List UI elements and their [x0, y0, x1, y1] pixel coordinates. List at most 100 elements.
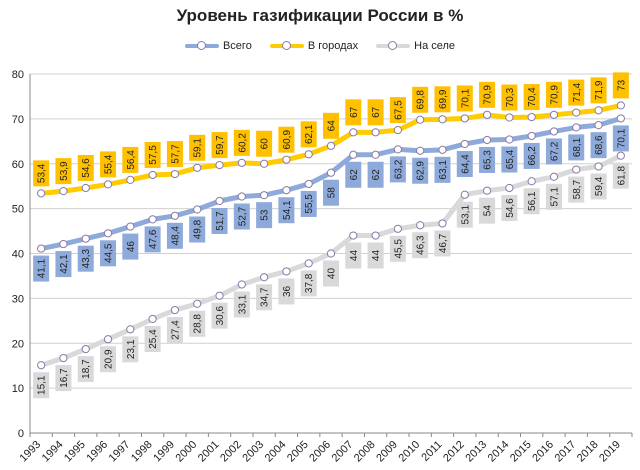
data-point-total: [549, 127, 559, 136]
data-label-box: [434, 230, 451, 257]
data-label-box: [612, 162, 629, 189]
data-label-total: 64,4: [456, 151, 473, 178]
data-label-villages: 54,6: [501, 194, 518, 221]
chart-title: Уровень газификации России в %: [176, 6, 464, 25]
data-point-villages: [126, 325, 135, 334]
data-label-box: [211, 132, 228, 159]
data-point-total: [505, 135, 514, 144]
data-label-box: [189, 216, 206, 243]
data-label-box: [233, 291, 250, 318]
data-label-box: [523, 142, 540, 169]
data-label-box: [77, 356, 94, 383]
legend-label-villages: На селе: [414, 40, 456, 52]
data-point-total: [572, 123, 581, 132]
data-label-total: 48,4: [166, 222, 183, 249]
data-label-box: [501, 146, 518, 173]
data-point-villages: [616, 151, 625, 160]
data-label-total: 49,8: [189, 216, 206, 243]
data-point-cities: [148, 170, 157, 180]
data-label-text: 47,6: [148, 229, 159, 249]
data-label-text: 55,4: [104, 154, 115, 174]
data-label-text: 18,7: [81, 359, 92, 379]
data-label-text: 62,1: [304, 124, 315, 144]
data-label-text: 51,7: [215, 211, 226, 231]
data-label-box: [122, 336, 139, 363]
data-label-box: [456, 85, 473, 112]
data-point-total: [193, 205, 202, 214]
data-point-cities: [527, 112, 536, 122]
data-label-text: 45,5: [393, 239, 404, 259]
data-label-text: 70,9: [483, 85, 494, 105]
data-point-total: [126, 222, 135, 231]
data-label-cities: 71,9: [590, 77, 607, 104]
data-label-cities: 57,5: [144, 141, 161, 168]
data-label-box: [323, 260, 339, 287]
data-label-box: [77, 154, 94, 181]
data-label-box: [144, 226, 161, 253]
data-label-box: [590, 173, 607, 200]
data-point-villages: [282, 267, 291, 276]
x-tick-label: 2017: [553, 439, 579, 465]
data-label-total: 43,3: [77, 245, 94, 272]
data-point-villages: [349, 231, 358, 240]
data-label-text: 36: [282, 285, 293, 297]
data-label-text: 70,4: [527, 87, 538, 107]
data-label-text: 30,6: [215, 306, 226, 326]
data-label-box: [189, 134, 206, 161]
data-label-text: 62: [371, 169, 382, 181]
data-label-total: 63,2: [389, 156, 406, 183]
data-label-cities: 64: [323, 112, 339, 139]
data-label-box: [55, 365, 72, 392]
data-label-box: [590, 77, 607, 104]
data-point-cities: [37, 189, 46, 198]
data-point-total: [304, 179, 313, 189]
data-label-box: [590, 132, 607, 159]
data-label-villages: 33,1: [233, 291, 250, 318]
data-label-total: 62: [345, 161, 362, 188]
data-label-text: 54: [483, 205, 494, 217]
x-tick-label: 2018: [575, 439, 601, 465]
data-label-box: [233, 129, 250, 156]
data-point-total: [438, 145, 447, 154]
x-tick-label: 1996: [84, 439, 110, 465]
data-label-box: [33, 255, 50, 282]
x-tick-label: 2004: [263, 439, 289, 465]
x-tick-label: 2014: [486, 439, 512, 465]
data-point-cities: [594, 106, 603, 115]
data-label-cities: 60: [256, 130, 273, 157]
data-label-box: [412, 86, 429, 113]
data-label-total: 68,1: [568, 134, 585, 161]
data-point-total: [349, 150, 358, 159]
data-label-box: [300, 190, 317, 217]
data-label-box: [100, 346, 117, 373]
legend-item-cities: В городах: [269, 40, 358, 52]
data-label-villages: 36: [278, 278, 295, 305]
data-label-total: 67,2: [545, 138, 562, 165]
y-tick-label: 50: [12, 204, 24, 216]
data-label-text: 73: [616, 79, 627, 91]
data-label-total: 66,2: [523, 142, 540, 169]
data-label-text: 49,8: [193, 219, 204, 239]
data-label-text: 59,7: [215, 135, 226, 155]
data-label-text: 70,3: [505, 87, 516, 107]
data-label-box: [100, 240, 117, 267]
data-point-villages: [594, 162, 603, 171]
x-tick-label: 2011: [419, 439, 444, 464]
x-tick-label: 2013: [463, 439, 489, 465]
data-label-villages: 53,1: [456, 201, 473, 228]
data-label-box: [122, 146, 139, 173]
data-point-cities: [81, 183, 90, 193]
data-label-text: 65,4: [505, 149, 516, 169]
data-label-cities: 53,4: [33, 160, 50, 187]
data-label-text: 67,5: [393, 100, 404, 120]
data-label-text: 34,7: [260, 287, 271, 307]
data-point-total: [416, 146, 425, 155]
data-label-text: 71,4: [572, 82, 583, 102]
data-label-box: [256, 284, 273, 311]
data-label-box: [479, 81, 496, 108]
data-point-villages: [527, 177, 536, 186]
data-label-box: [367, 242, 384, 269]
y-tick-label: 0: [18, 428, 24, 440]
data-point-total: [148, 215, 157, 224]
data-label-box: [323, 112, 339, 139]
